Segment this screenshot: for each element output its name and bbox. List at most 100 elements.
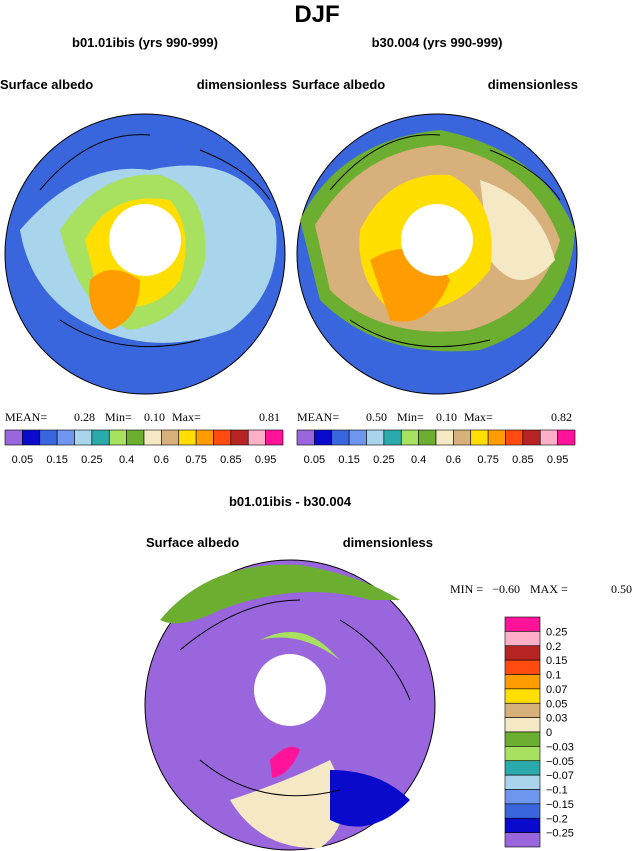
colorbar-swatch: [178, 429, 197, 446]
colorbar-swatch: [296, 429, 315, 446]
map: [296, 113, 578, 395]
colorbar-swatch: [91, 429, 110, 446]
colorbar-label: 0.15: [338, 454, 359, 466]
colorbar-swatch: [331, 429, 350, 446]
colorbar-swatch: [504, 803, 541, 819]
colorbar-label: −0.1: [546, 785, 568, 797]
colorbar-label: −0.2: [546, 813, 568, 825]
colorbar-label: 0.1: [546, 670, 561, 682]
stat: 0.28: [74, 410, 95, 424]
colorbar-swatch: [504, 659, 541, 675]
panel-units: dimensionless: [343, 535, 433, 550]
colorbar-swatch: [504, 789, 541, 805]
colorbar-label: −0.05: [546, 756, 574, 768]
colorbar-swatch: [314, 429, 333, 446]
colorbar-swatch: [453, 429, 472, 446]
colorbar-label: 0.05: [304, 454, 325, 466]
colorbar-label: 0.05: [546, 698, 567, 710]
colorbar-swatch: [504, 717, 541, 733]
panel-label: Surface albedo: [0, 77, 93, 92]
colorbar-swatch: [487, 429, 506, 446]
colorbar-swatch: [504, 832, 541, 848]
colorbar-label: 0.85: [220, 454, 241, 466]
colorbar-label: 0.2: [546, 641, 561, 653]
colorbar-swatch: [39, 429, 58, 446]
colorbar-label: 0.15: [546, 655, 567, 667]
figure-title: DJF: [294, 1, 339, 28]
colorbar-swatch: [22, 429, 41, 446]
colorbar-label: 0.6: [446, 454, 461, 466]
colorbar-label: 0.07: [546, 684, 567, 696]
colorbar-swatch: [522, 429, 541, 446]
colorbar-swatch: [539, 429, 558, 446]
colorbar-label: −0.25: [546, 828, 574, 840]
stat: −0.60: [492, 582, 520, 596]
colorbar-swatch: [504, 645, 541, 661]
colorbar-swatch: [557, 429, 576, 446]
colorbar-label: 0.4: [119, 454, 134, 466]
panel-title: b01.01ibis - b30.004: [229, 494, 352, 509]
stat: Max=: [172, 410, 201, 424]
map: [144, 559, 436, 851]
colorbar-swatch: [265, 429, 284, 446]
colorbar-swatch: [108, 429, 127, 446]
colorbar-swatch: [400, 429, 419, 446]
colorbar-swatch: [195, 429, 214, 446]
stat: 0.81: [259, 410, 280, 424]
colorbar-swatch: [56, 429, 75, 446]
colorbar-swatch: [504, 746, 541, 762]
colorbar-swatch: [504, 631, 541, 647]
colorbar-swatch: [418, 429, 437, 446]
colorbar-swatch: [74, 429, 93, 446]
colorbar-swatch: [247, 429, 266, 446]
colorbar-swatch: [230, 429, 249, 446]
colorbar-swatch: [143, 429, 162, 446]
colorbar-swatch: [504, 674, 541, 690]
colorbar-label: −0.07: [546, 770, 574, 782]
colorbar-label: −0.15: [546, 799, 574, 811]
stat: 0.10: [436, 410, 457, 424]
panel-label: Surface albedo: [292, 77, 385, 92]
colorbar-swatch: [126, 429, 145, 446]
panel-title: b01.01ibis (yrs 990-999): [72, 35, 218, 50]
stat: MIN =: [450, 582, 483, 596]
colorbar-swatch: [504, 817, 541, 833]
colorbar-swatch: [504, 688, 541, 704]
colorbar-swatch: [435, 429, 454, 446]
colorbar-swatch: [504, 760, 541, 776]
stat: MEAN=: [5, 410, 47, 424]
stat: 0.82: [551, 410, 572, 424]
colorbar-swatch: [4, 429, 23, 446]
colorbar-label: 0.95: [547, 454, 568, 466]
colorbar-label: 0.15: [46, 454, 67, 466]
colorbar-swatch: [348, 429, 367, 446]
colorbar-swatch: [505, 429, 524, 446]
panel-units: dimensionless: [488, 77, 578, 92]
colorbar-label: 0.75: [185, 454, 206, 466]
colorbar-label: 0.25: [546, 626, 567, 638]
colorbar-label: 0.05: [12, 454, 33, 466]
map: [4, 113, 286, 395]
panel-label: Surface albedo: [146, 535, 239, 550]
panel-title: b30.004 (yrs 990-999): [372, 35, 503, 50]
colorbar-label: 0.6: [154, 454, 169, 466]
stat: MEAN=: [297, 410, 339, 424]
stat: 0.50: [366, 410, 387, 424]
stat: Min=: [397, 410, 424, 424]
colorbar-swatch: [383, 429, 402, 446]
colorbar-swatch: [470, 429, 489, 446]
stat: Max=: [464, 410, 493, 424]
colorbar-label: 0.03: [546, 713, 567, 725]
stat: 0.50: [611, 582, 632, 596]
colorbar-swatch: [504, 774, 541, 790]
colorbar-label: 0.85: [512, 454, 533, 466]
colorbar-label: −0.03: [546, 741, 574, 753]
colorbar-swatch: [366, 429, 385, 446]
colorbar-swatch: [504, 731, 541, 747]
colorbar-label: 0.4: [411, 454, 426, 466]
stat: Min=: [105, 410, 132, 424]
colorbar-label: 0: [546, 727, 552, 739]
colorbar-label: 0.75: [477, 454, 498, 466]
stat: MAX =: [530, 582, 568, 596]
